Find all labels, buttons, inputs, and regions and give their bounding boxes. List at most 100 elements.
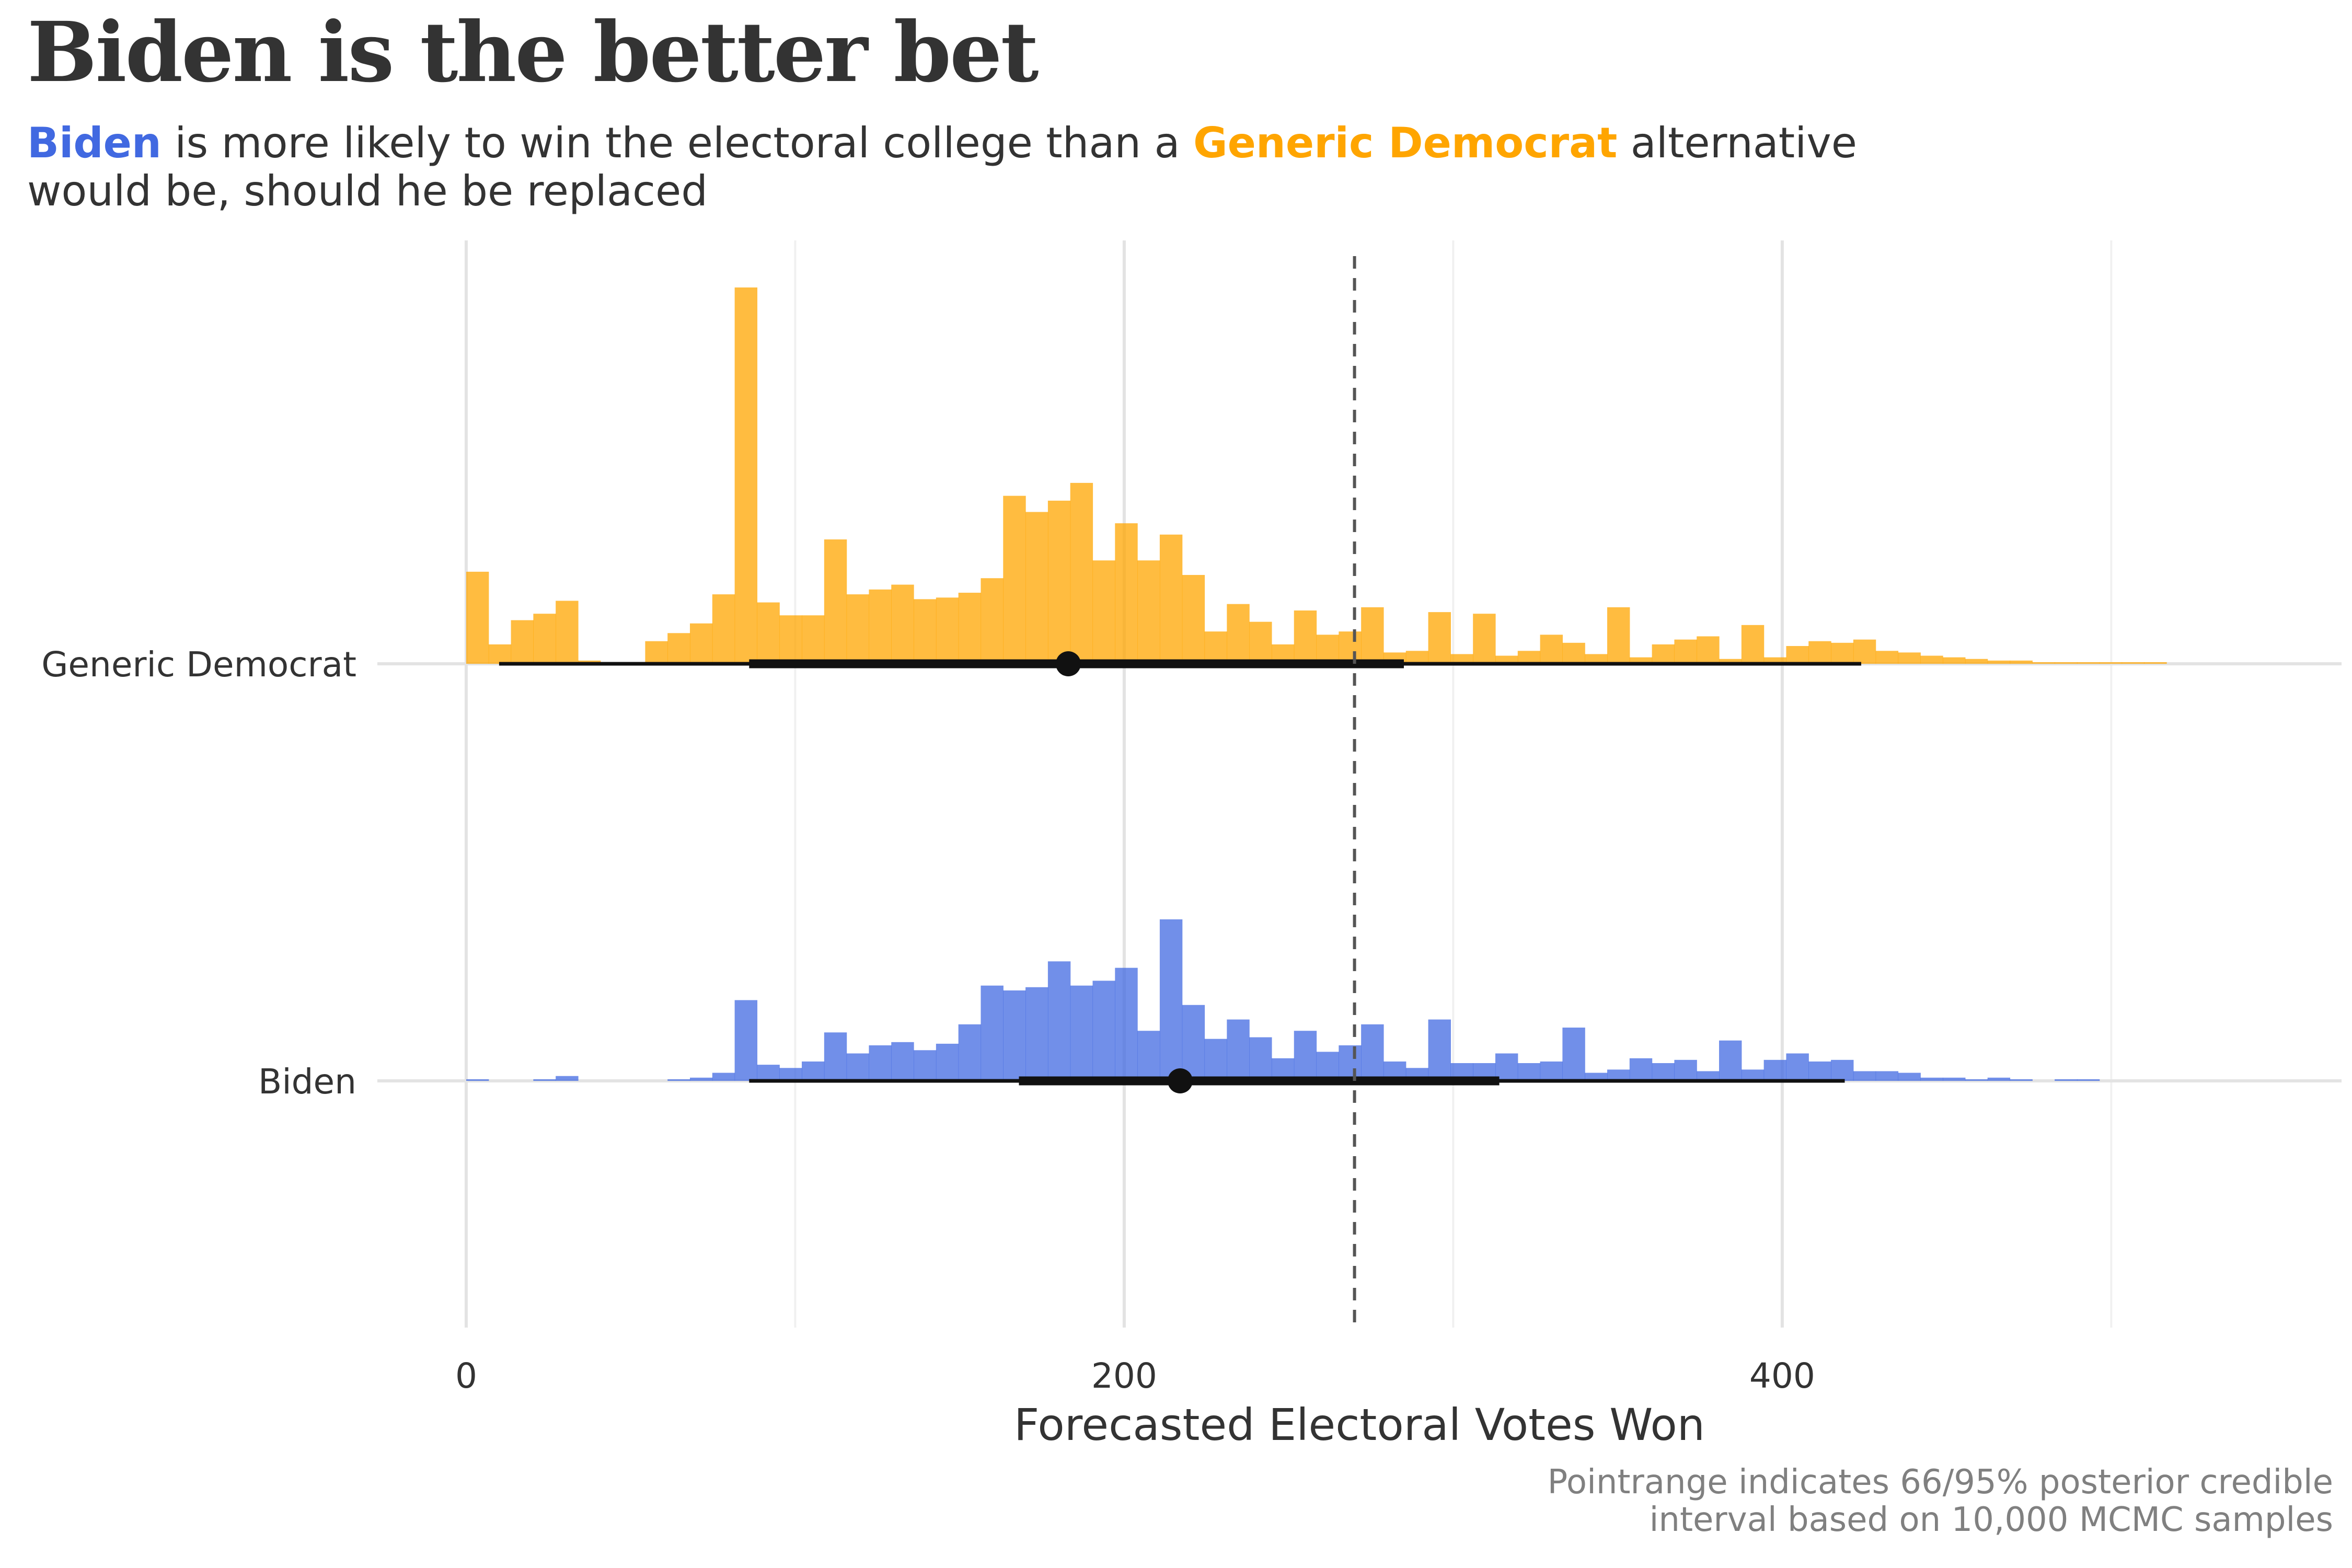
histogram-bar xyxy=(1898,1073,1921,1081)
histogram-bar xyxy=(891,1042,914,1081)
histogram-bar xyxy=(488,644,512,664)
histogram-bar xyxy=(1070,482,1093,664)
histogram-bar xyxy=(466,1079,489,1081)
axis-labels: 0 200 400 Generic Democrat Biden Forecasted E… xyxy=(41,644,1815,1450)
histogram-bar xyxy=(1025,512,1048,664)
histogram-bar xyxy=(846,594,870,664)
histogram-bar xyxy=(891,584,914,664)
histogram-bar xyxy=(533,614,556,664)
histogram-bar xyxy=(1562,642,1585,664)
subtitle-text-end: alternative would be, should he be repla… xyxy=(27,119,1857,215)
histogram-bar xyxy=(1517,651,1541,664)
histogram-bar xyxy=(1047,961,1071,1081)
histogram-bar xyxy=(1182,575,1205,664)
histogram-bar xyxy=(869,1045,892,1081)
histogram-bar xyxy=(802,1061,825,1081)
histogram-bar xyxy=(2010,660,2033,664)
caption-line-2: interval based on 10,000 MCMC samples xyxy=(1649,1501,2333,1539)
grid-layer xyxy=(377,240,2342,1328)
x-tick-label: 400 xyxy=(1749,1356,1815,1396)
histogram-bar xyxy=(1965,1079,1988,1081)
histogram-bar xyxy=(2144,662,2167,664)
subtitle-biden-label: Biden xyxy=(27,119,162,167)
histogram-bar xyxy=(1137,1031,1160,1081)
histogram-bar xyxy=(1540,1061,1563,1081)
histogram-bar xyxy=(1629,1058,1653,1081)
histogram-bar xyxy=(2010,1079,2033,1081)
histogram-bar xyxy=(1159,919,1183,1081)
histogram-bar xyxy=(1115,523,1138,664)
histogram-bar xyxy=(1249,621,1272,664)
histogram-bar xyxy=(1182,1005,1205,1081)
histogram-bar xyxy=(936,597,959,664)
histogram-bar xyxy=(1495,1053,1518,1081)
histogram-bar xyxy=(1808,641,1831,664)
histogram-bar xyxy=(734,1000,758,1081)
histogram-bar xyxy=(914,599,937,664)
histogram-bar xyxy=(690,623,713,664)
histogram-bar xyxy=(1920,655,1943,664)
histogram-bar xyxy=(1428,612,1451,664)
histogram-bar xyxy=(846,1053,870,1081)
histogram-bar xyxy=(1987,1077,2011,1081)
histogram-bar xyxy=(533,1079,556,1081)
histogram-bar xyxy=(712,1073,735,1081)
histogram-bar xyxy=(1831,642,1854,664)
histogram-bar xyxy=(1875,1071,1899,1081)
pointrange-layer xyxy=(499,651,1861,1093)
histogram-bar xyxy=(1943,657,1966,664)
histogram-bar xyxy=(1987,660,2011,664)
y-category-label: Generic Democrat xyxy=(41,644,356,685)
histogram-bar xyxy=(757,1065,780,1081)
histogram-bar xyxy=(1674,639,1697,664)
histogram-bar xyxy=(1092,981,1115,1081)
histogram-bar xyxy=(824,539,847,664)
histogram-bar xyxy=(958,593,982,664)
histogram-bar xyxy=(667,633,690,664)
histogram-bar xyxy=(1003,495,1026,664)
x-axis-title: Forecasted Electoral Votes Won xyxy=(1014,1399,1705,1450)
histogram-bar xyxy=(824,1032,847,1081)
histogram-bar xyxy=(645,641,668,664)
chart-title: Biden is the better bet xyxy=(27,4,1039,101)
histogram-bar xyxy=(779,615,802,664)
histogram-bar xyxy=(1831,1059,1854,1081)
histogram-bar xyxy=(556,1076,579,1081)
histogram-bar xyxy=(2055,662,2078,664)
histogram-bar xyxy=(1607,1069,1630,1081)
histogram-bar xyxy=(1697,1071,1720,1081)
histogram-bar xyxy=(1495,655,1518,664)
histogram-bar xyxy=(2099,662,2123,664)
y-category-label: Biden xyxy=(258,1062,356,1102)
histogram-bar xyxy=(1473,614,1496,664)
histogram-bar xyxy=(1697,636,1720,664)
histogram-bar xyxy=(1361,607,1384,664)
histogram-bar xyxy=(1517,1063,1541,1081)
histogram-bar xyxy=(1092,560,1115,664)
histogram-bar xyxy=(1965,659,1988,664)
histogram-bar xyxy=(2122,662,2145,664)
subtitle-generic-label: Generic Democrat xyxy=(1193,119,1618,167)
histogram-bar xyxy=(1853,639,1876,664)
histogram-bar xyxy=(936,1043,959,1081)
histogram-bar xyxy=(1741,625,1765,664)
histogram-bar xyxy=(466,571,489,664)
histogram-bar xyxy=(1428,1019,1451,1081)
histogram-bar xyxy=(1159,534,1183,664)
histogram-bar xyxy=(1204,1039,1227,1081)
histogram-bar xyxy=(1204,631,1227,664)
histogram-bar xyxy=(1249,1037,1272,1081)
histogram-bar xyxy=(1585,1073,1608,1081)
histogram-bar xyxy=(869,589,892,664)
histogram-bar xyxy=(779,1068,802,1081)
histogram-bar xyxy=(1316,635,1339,664)
histogram-bar xyxy=(1786,1053,1809,1081)
median-point xyxy=(1167,1068,1193,1093)
histogram-bar xyxy=(1294,1031,1317,1081)
caption: Pointrange indicates 66/95% posterior cr… xyxy=(1548,1463,2333,1539)
histogram-bar xyxy=(1540,635,1563,664)
histogram-bar xyxy=(511,620,534,664)
histogram-bar xyxy=(1898,652,1921,664)
histogram-bar xyxy=(802,615,825,664)
